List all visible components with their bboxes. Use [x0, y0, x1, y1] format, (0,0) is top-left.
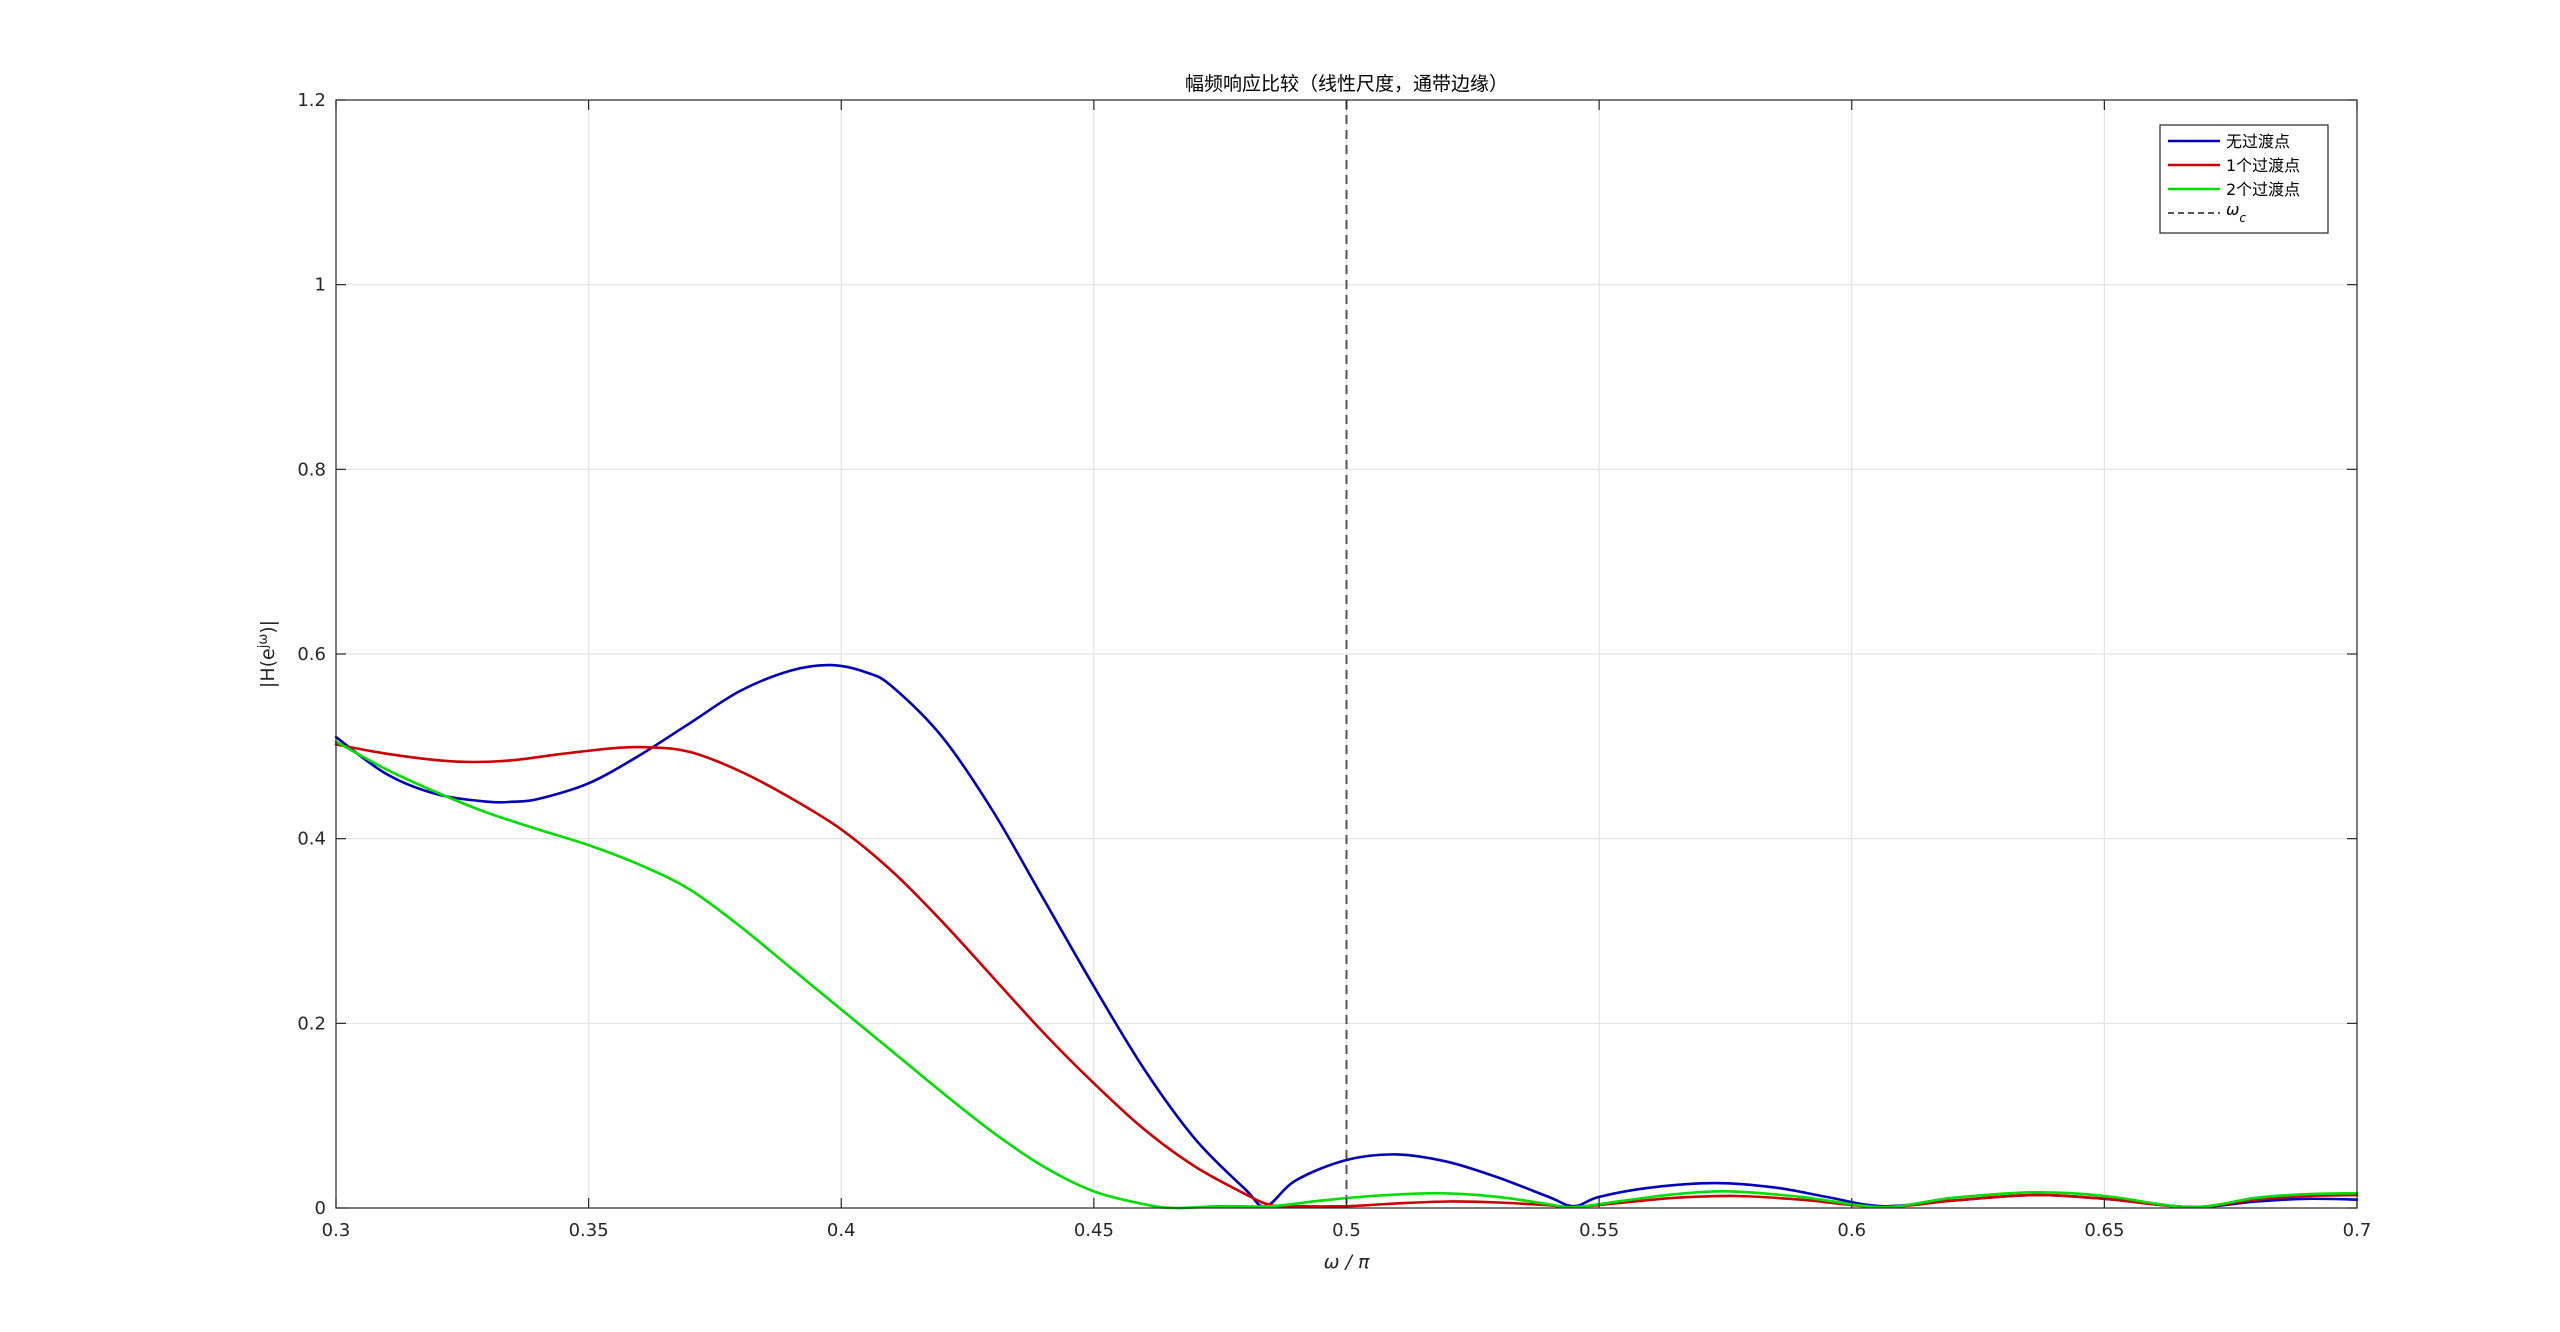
y-tick-labels: 0 0.2 0.4 0.6 0.8 1 1.2	[297, 90, 326, 1219]
ticks	[335, 99, 2358, 1209]
x-tick-label: 0.4	[827, 1220, 856, 1241]
legend-box	[2159, 124, 2329, 234]
y-tick-label: 0	[315, 1198, 326, 1219]
series-line-2	[334, 743, 2359, 1209]
y-tick-label: 1	[315, 275, 326, 296]
series-layer	[334, 663, 2359, 1210]
y-tick-label: 0.2	[297, 1013, 326, 1034]
legend-label: 2个过渡点	[2226, 180, 2300, 199]
y-axis-label-text: |H(e	[257, 648, 279, 688]
grid	[336, 100, 2357, 1208]
x-tick-labels: 0.3 0.35 0.4 0.45 0.5 0.55 0.6 0.65 0.7	[322, 1220, 2372, 1241]
y-tick-label: 0.8	[297, 459, 326, 480]
y-axis-label-close: )|	[257, 620, 279, 634]
legend-label: 无过渡点	[2226, 132, 2290, 151]
legend-label: 1个过渡点	[2226, 156, 2300, 175]
y-axis-label-exponent: jω	[256, 634, 271, 650]
y-tick-label: 0.4	[297, 829, 326, 850]
series-line-3	[334, 740, 2359, 1210]
y-tick-label: 0.6	[297, 644, 326, 665]
plot-title: 幅频响应比较（线性尺度，通带边缘）	[1185, 73, 1508, 95]
y-axis-label: |H(ejω)|	[256, 620, 280, 688]
x-axis-label: ω / π	[1324, 1251, 1370, 1273]
x-tick-label: 0.35	[569, 1220, 609, 1241]
legend-label-cutoff-subscript: c	[2239, 211, 2246, 225]
x-tick-label: 0.65	[2084, 1220, 2124, 1241]
x-tick-label: 0.6	[1837, 1220, 1866, 1241]
legend-label-cutoff: ωc	[2226, 200, 2246, 225]
y-tick-label: 1.2	[297, 90, 326, 111]
x-tick-label: 0.3	[322, 1220, 351, 1241]
x-tick-label: 0.55	[1579, 1220, 1619, 1241]
x-tick-label: 0.7	[2343, 1220, 2372, 1241]
legend-label-cutoff-base: ω	[2226, 200, 2239, 219]
x-tick-label: 0.45	[1074, 1220, 1114, 1241]
x-tick-label: 0.5	[1332, 1220, 1361, 1241]
